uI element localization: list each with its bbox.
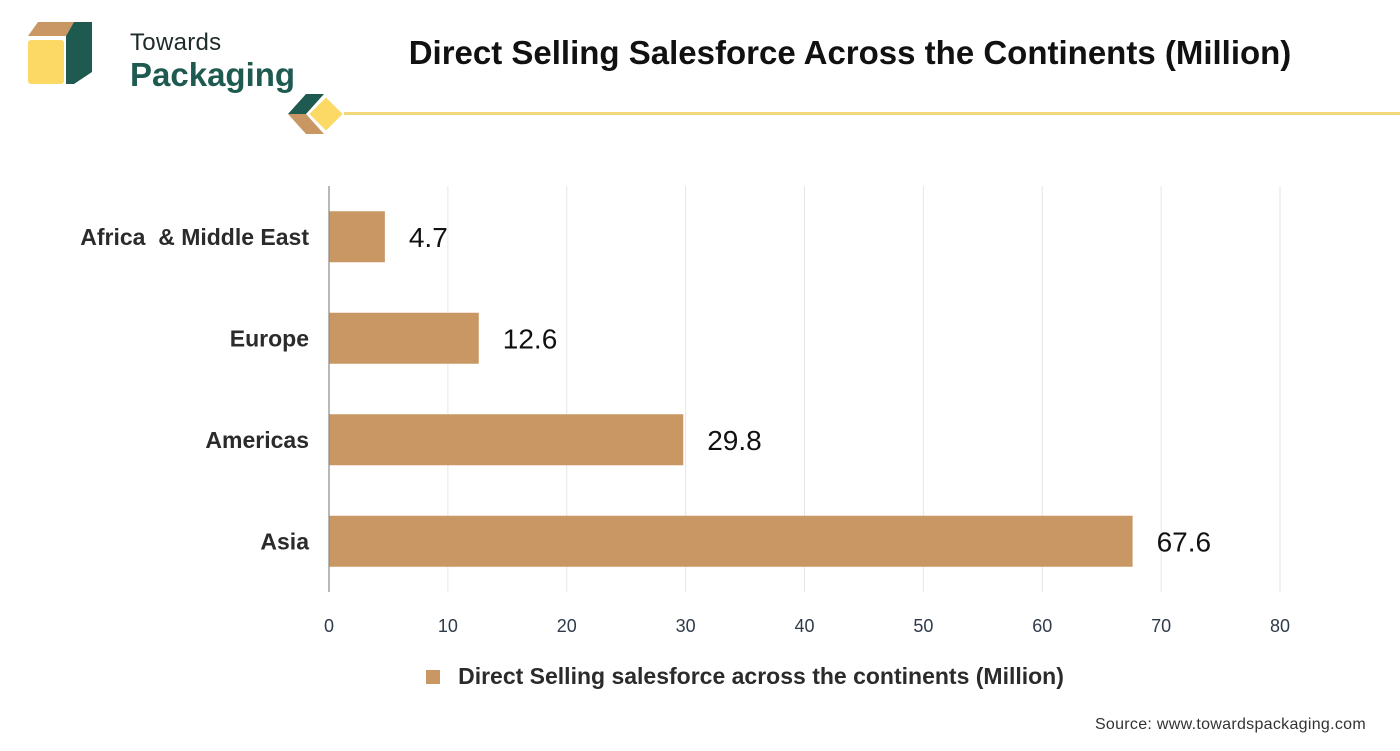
x-tick-label: 60	[1032, 616, 1052, 636]
bar	[329, 414, 684, 466]
title-divider-icon	[288, 94, 1400, 134]
data-label: 29.8	[707, 425, 762, 456]
brand-line1: Towards	[130, 29, 222, 56]
brand-line2: Packaging	[130, 56, 296, 93]
category-label: Africa & Middle East	[80, 224, 309, 250]
data-label: 4.7	[409, 222, 448, 253]
data-label: 12.6	[503, 323, 557, 354]
bar	[329, 211, 385, 263]
chart-title: Direct Selling Salesforce Across the Con…	[408, 34, 1292, 71]
x-tick-label: 20	[557, 616, 577, 636]
bar	[329, 312, 479, 364]
category-label: Americas	[205, 427, 309, 453]
category-label: Asia	[260, 528, 309, 554]
x-tick-label: 70	[1151, 616, 1171, 636]
source-note: Source: www.towardspackaging.com	[1094, 716, 1366, 733]
bar	[329, 515, 1133, 567]
category-label: Europe	[230, 325, 309, 351]
package-box-icon	[28, 22, 92, 84]
brand-logo: Towards Packaging	[26, 16, 295, 93]
legend-swatch	[426, 669, 441, 684]
x-tick-label: 0	[324, 616, 334, 636]
x-tick-label: 80	[1270, 616, 1290, 636]
x-tick-label: 30	[676, 616, 696, 636]
x-tick-label: 50	[913, 616, 933, 636]
x-tick-label: 10	[438, 616, 458, 636]
legend: Direct Selling salesforce across the con…	[0, 663, 1400, 690]
legend-label: Direct Selling salesforce across the con…	[458, 663, 1064, 689]
data-label: 67.6	[1157, 526, 1212, 557]
x-tick-label: 40	[794, 616, 814, 636]
